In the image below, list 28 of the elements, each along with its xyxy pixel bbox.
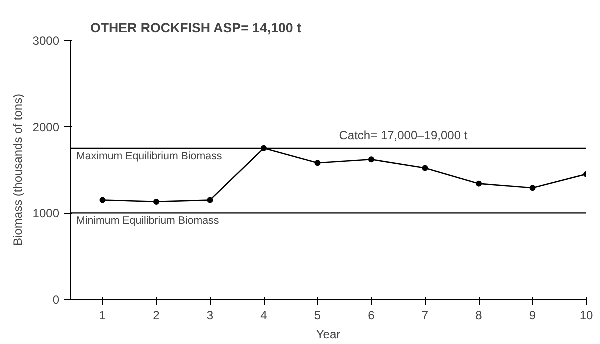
point — [530, 185, 536, 192]
y-tick-label: 1000 — [32, 206, 60, 221]
x-tick-label: 2 — [153, 308, 160, 322]
x-tick-label: 6 — [368, 308, 376, 322]
ref-line-label: Maximum Equilibrium Biomass — [76, 150, 222, 162]
point — [314, 160, 321, 166]
x-tick-label: 5 — [314, 308, 322, 322]
y-axis-title: Biomass (thousands of tons) — [10, 94, 25, 246]
x-tick-label: 8 — [476, 308, 483, 322]
point — [422, 165, 428, 172]
x-axis-title: Year — [316, 328, 341, 342]
point — [207, 197, 214, 204]
x-tick-label: 10 — [580, 308, 594, 322]
y-tick-label: 3000 — [32, 34, 60, 48]
y-tick-label: 2000 — [32, 120, 60, 134]
y-tick-label: 0 — [52, 293, 60, 307]
x-tick-label: 4 — [260, 308, 268, 322]
x-tick-label: 1 — [99, 308, 106, 322]
x-tick-label: 7 — [422, 308, 429, 322]
annotation: Catch= 17,000–19,000 t — [339, 128, 468, 142]
point — [476, 180, 482, 187]
point — [368, 156, 374, 163]
ref-line-label: Minimum Equilibrium Biomass — [76, 215, 220, 228]
x-tick-label: 3 — [206, 308, 214, 322]
chart-title: OTHER ROCKFISH ASP= 14,100 t — [90, 20, 302, 36]
point — [154, 198, 160, 205]
point — [100, 197, 106, 204]
x-tick-label: 9 — [529, 308, 536, 322]
